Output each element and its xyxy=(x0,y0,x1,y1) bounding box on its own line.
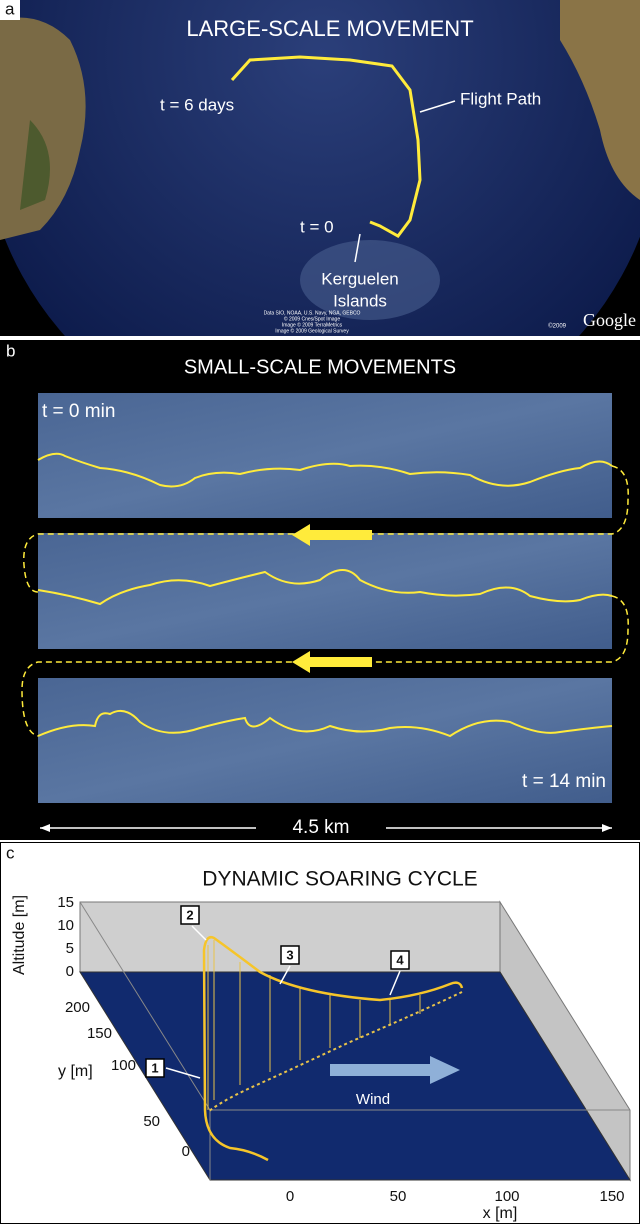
place-label: Islands xyxy=(333,291,387,310)
y-label: y [m] xyxy=(58,1063,93,1080)
x-tick: 100 xyxy=(494,1188,519,1205)
wind-label: Wind xyxy=(356,1091,390,1108)
y-tick: 50 xyxy=(143,1113,160,1130)
credit: Image © 2009 Geological Survey xyxy=(275,327,349,334)
panel-letter: a xyxy=(5,0,15,18)
marker: 1 xyxy=(151,1060,158,1075)
z-tick: 0 xyxy=(66,963,74,980)
panel-b: b SMALL-SCALE MOVEMENTS t = 0 min t = 14… xyxy=(0,340,640,840)
logo: Google xyxy=(583,310,636,330)
panel-title: LARGE-SCALE MOVEMENT xyxy=(186,16,473,41)
panel-letter: c xyxy=(6,843,15,862)
scale-label: 4.5 km xyxy=(292,817,349,838)
strip xyxy=(38,393,612,518)
z-tick: 10 xyxy=(57,917,74,934)
x-tick: 150 xyxy=(599,1188,624,1205)
panel-letter: b xyxy=(6,341,15,360)
y-tick: 150 xyxy=(87,1025,112,1042)
time-label: t = 14 min xyxy=(522,771,606,792)
marker: 4 xyxy=(396,952,404,967)
y-tick: 200 xyxy=(65,999,90,1016)
place-label: Kerguelen xyxy=(321,269,399,288)
credit: Image © 2009 TerraMetrics xyxy=(282,321,343,328)
figure: LARGE-SCALE MOVEMENT t = 6 days Flight P… xyxy=(0,0,640,1224)
label: Flight Path xyxy=(460,89,541,108)
panel-c: c DYNAMIC SOARING CYCLE Wind 1 2 3 4 Alt… xyxy=(1,843,640,1224)
copyright: ©2009 xyxy=(548,323,566,330)
marker: 3 xyxy=(286,947,293,962)
y-tick: 0 xyxy=(182,1143,190,1160)
page: Figure {"panels": [ {"letter": "a", "tit… xyxy=(0,0,640,1224)
z-tick: 5 xyxy=(66,940,74,957)
panel-title: DYNAMIC SOARING CYCLE xyxy=(202,868,477,891)
x-label: x [m] xyxy=(483,1205,518,1222)
label: t = 0 xyxy=(300,217,334,236)
marker: 2 xyxy=(186,907,193,922)
z-tick: 15 xyxy=(57,894,74,911)
x-tick: 0 xyxy=(286,1188,294,1205)
y-tick: 100 xyxy=(111,1057,136,1074)
credit: © 2009 Cnes/Spot Image xyxy=(284,315,340,322)
z-label: Altitude [m] xyxy=(11,895,28,975)
label: t = 6 days xyxy=(160,95,234,114)
panel-title: SMALL-SCALE MOVEMENTS xyxy=(184,356,456,378)
x-tick: 50 xyxy=(390,1188,407,1205)
time-label: t = 0 min xyxy=(42,401,115,422)
body: LARGE-SCALE MOVEMENT t = 6 days Flight P… xyxy=(0,0,640,1224)
